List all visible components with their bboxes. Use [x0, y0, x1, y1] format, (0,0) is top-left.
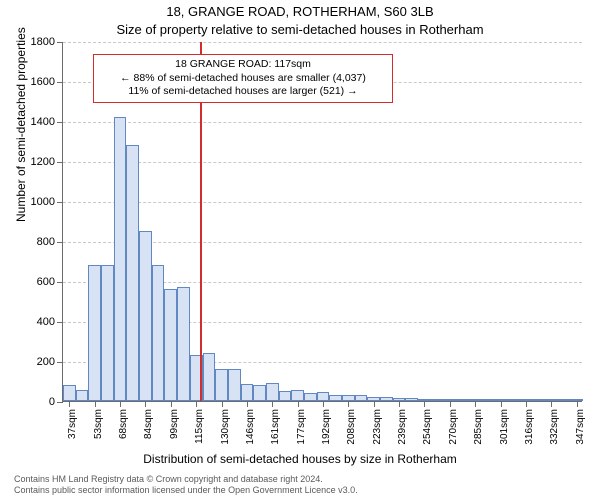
y-tick-label: 1000 — [31, 196, 63, 208]
x-tick-label: 332sqm — [549, 409, 560, 445]
x-tick — [374, 401, 375, 407]
y-tick-label: 200 — [37, 356, 63, 368]
x-tick — [577, 401, 578, 407]
x-tick — [424, 401, 425, 407]
y-tick-label: 400 — [37, 316, 63, 328]
x-tick-label: 285sqm — [473, 409, 484, 445]
histogram-bar — [152, 265, 165, 401]
grid-line — [63, 42, 582, 43]
x-tick-label: 270sqm — [448, 409, 459, 445]
x-tick-label: 301sqm — [499, 409, 510, 445]
histogram-bar — [164, 289, 177, 401]
figure-root: 18, GRANGE ROAD, ROTHERHAM, S60 3LB Size… — [0, 0, 600, 500]
x-tick — [323, 401, 324, 407]
histogram-bar — [215, 369, 228, 401]
x-tick-label: 146sqm — [245, 409, 256, 445]
y-tick-label: 1200 — [31, 156, 63, 168]
histogram-bar — [139, 231, 152, 401]
footer-attribution: Contains HM Land Registry data © Crown c… — [14, 474, 358, 496]
histogram-bar — [507, 399, 520, 401]
histogram-bar — [241, 384, 254, 401]
annotation-box: 18 GRANGE ROAD: 117sqm ← 88% of semi-det… — [93, 54, 393, 103]
x-tick-label: 130sqm — [220, 409, 231, 445]
histogram-bar — [114, 117, 127, 401]
histogram-bar — [266, 383, 279, 401]
histogram-bar — [177, 287, 190, 401]
histogram-bar — [317, 392, 330, 401]
x-tick — [551, 401, 552, 407]
x-tick-label: 115sqm — [194, 409, 205, 444]
y-axis-title: Number of semi-detached properties — [14, 27, 28, 222]
y-tick-label: 800 — [37, 236, 63, 248]
x-tick — [526, 401, 527, 407]
x-tick — [69, 401, 70, 407]
x-tick — [399, 401, 400, 407]
histogram-bar — [101, 265, 114, 401]
x-tick — [95, 401, 96, 407]
x-tick-label: 239sqm — [397, 409, 408, 445]
histogram-bar — [532, 399, 545, 401]
grid-line — [63, 162, 582, 163]
y-tick-label: 600 — [37, 276, 63, 288]
histogram-bar — [558, 399, 571, 401]
x-tick — [145, 401, 146, 407]
x-tick — [348, 401, 349, 407]
x-tick-label: 84sqm — [143, 409, 154, 439]
x-tick — [298, 401, 299, 407]
histogram-bar — [329, 395, 342, 401]
x-tick — [501, 401, 502, 407]
grid-line — [63, 202, 582, 203]
x-tick-label: 68sqm — [118, 409, 129, 439]
address-title: 18, GRANGE ROAD, ROTHERHAM, S60 3LB — [0, 4, 600, 19]
annotation-line-1: 18 GRANGE ROAD: 117sqm — [100, 58, 386, 72]
x-tick — [120, 401, 121, 407]
y-tick-label: 0 — [49, 396, 63, 408]
histogram-bar — [228, 369, 241, 401]
x-tick-label: 254sqm — [422, 409, 433, 445]
y-tick-label: 1400 — [31, 116, 63, 128]
x-tick — [272, 401, 273, 407]
histogram-bar — [63, 385, 76, 401]
histogram-bar — [355, 395, 368, 401]
x-tick-label: 161sqm — [270, 409, 281, 445]
annotation-line-2: ← 88% of semi-detached houses are smalle… — [100, 72, 386, 86]
histogram-bar — [203, 353, 216, 401]
x-tick — [450, 401, 451, 407]
x-axis-title: Distribution of semi-detached houses by … — [0, 452, 600, 466]
x-tick-label: 316sqm — [524, 409, 535, 445]
histogram-bar — [76, 390, 89, 401]
x-tick-label: 347sqm — [575, 409, 586, 445]
histogram-bar — [279, 391, 292, 401]
y-tick-label: 1800 — [31, 36, 63, 48]
y-tick-label: 1600 — [31, 76, 63, 88]
x-tick-label: 223sqm — [372, 409, 383, 445]
histogram-bar — [482, 399, 495, 401]
x-tick — [247, 401, 248, 407]
x-tick — [171, 401, 172, 407]
histogram-bar — [405, 398, 418, 401]
histogram-bar — [304, 393, 317, 401]
histogram-bar — [126, 145, 139, 401]
histogram-bar — [291, 390, 304, 401]
histogram-bar — [253, 385, 266, 401]
footer-line-1: Contains HM Land Registry data © Crown c… — [14, 474, 358, 485]
chart-plot-area: 02004006008001000120014001600180037sqm53… — [62, 42, 582, 402]
annotation-line-3: 11% of semi-detached houses are larger (… — [100, 85, 386, 99]
x-tick-label: 99sqm — [169, 409, 180, 439]
x-tick-label: 53sqm — [93, 409, 104, 439]
histogram-bar — [380, 397, 393, 401]
histogram-bar — [456, 399, 469, 401]
chart-subtitle: Size of property relative to semi-detach… — [0, 22, 600, 37]
grid-line — [63, 122, 582, 123]
footer-line-2: Contains public sector information licen… — [14, 485, 358, 496]
x-tick-label: 177sqm — [296, 409, 307, 445]
x-tick — [222, 401, 223, 407]
histogram-bar — [431, 399, 444, 401]
x-tick — [475, 401, 476, 407]
x-tick-label: 208sqm — [346, 409, 357, 445]
x-tick — [196, 401, 197, 407]
x-tick-label: 37sqm — [67, 409, 78, 439]
histogram-bar — [88, 265, 101, 401]
x-tick-label: 192sqm — [321, 409, 332, 445]
